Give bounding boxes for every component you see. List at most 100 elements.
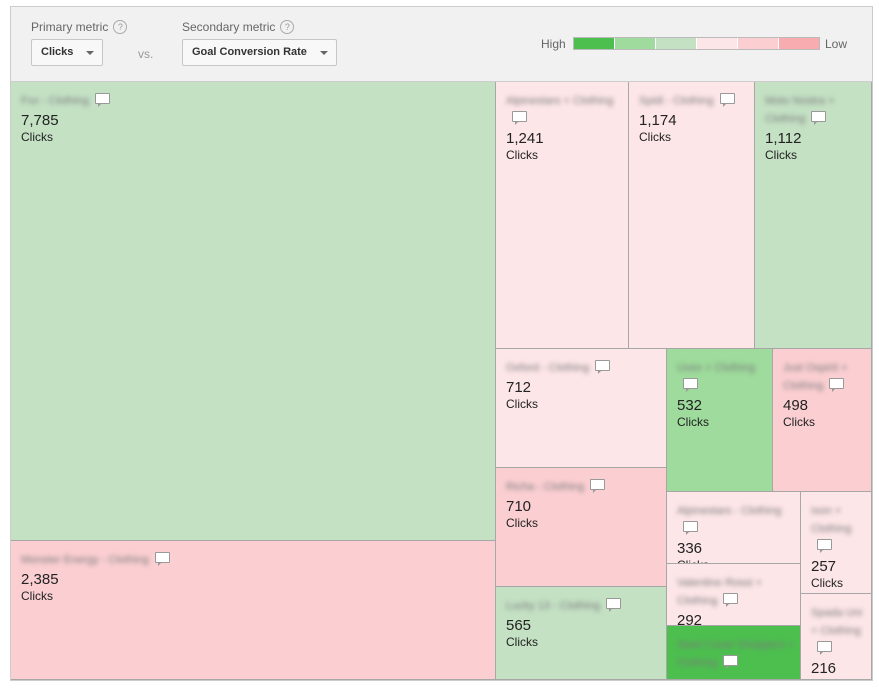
annotation-icon[interactable]	[94, 93, 110, 107]
cell-header: Alpinestars + Clothing	[506, 91, 628, 127]
cell-header: Oxford - Clothing	[506, 358, 666, 376]
treemap-cell[interactable]: Ixon + Clothing 257 Clicks	[801, 492, 872, 594]
treemap-panel: Primary metric? Clicks vs. Secondary met…	[10, 6, 873, 681]
secondary-metric-dropdown[interactable]: Goal Conversion Rate	[182, 39, 337, 66]
legend-swatch	[574, 38, 614, 49]
cell-header: Fxx - Clothing	[21, 91, 495, 109]
legend-swatch	[778, 38, 819, 49]
cell-header: Uvex + Clothing	[677, 358, 772, 394]
cell-unit: Clicks	[811, 678, 871, 679]
cell-label: Moto Nostra + Clothing	[765, 95, 835, 125]
cell-header: Spada Uni + Clothing	[811, 603, 871, 657]
cell-unit: Clicks	[506, 635, 538, 649]
cell-value: 498	[783, 397, 809, 414]
cell-label: Valentino Rossi + Clothing	[677, 577, 763, 607]
cell-unit: Clicks	[677, 558, 800, 563]
cell-unit: Clicks	[765, 148, 797, 162]
treemap-cell[interactable]: Valentino Rossi + Clothing292Clicks	[667, 564, 801, 626]
treemap-cell[interactable]: Alpinestars + Clothing 1,241 Clicks	[496, 82, 629, 349]
cell-unit: Clicks	[677, 415, 709, 429]
cell-unit: Clicks	[639, 130, 671, 144]
cell-header: Richa - Clothing	[506, 477, 666, 495]
annotation-icon[interactable]	[817, 641, 832, 655]
annotation-icon[interactable]	[595, 360, 611, 374]
cell-unit: Clicks	[506, 397, 538, 411]
treemap-cell[interactable]: Just Ospirit + Clothing 498 Clicks	[773, 349, 872, 492]
cell-value: 336	[677, 540, 703, 557]
annotation-icon[interactable]	[606, 598, 622, 612]
primary-metric-dropdown[interactable]: Clicks	[31, 39, 103, 66]
annotation-icon[interactable]	[723, 655, 739, 669]
cell-unit: Clicks	[811, 576, 843, 590]
cell-value: 710	[506, 498, 532, 515]
treemap-cell[interactable]: Richa - Clothing 710 Clicks	[496, 468, 667, 587]
cell-value: 292	[677, 612, 703, 626]
vs-label: vs.	[138, 47, 154, 61]
treemap-cell[interactable]: Fxx - Clothing 7,785 Clicks	[11, 82, 496, 541]
cell-header: Steel Cover Shoppers + Clothing	[677, 635, 800, 671]
legend-high-label: High	[541, 37, 566, 51]
annotation-icon[interactable]	[829, 378, 845, 392]
treemap-cell[interactable]: Spada Uni + Clothing 216Clicks	[801, 594, 872, 680]
cell-label: Uvex + Clothing	[677, 362, 755, 374]
cell-unit: Clicks	[21, 130, 53, 144]
cell-label: Spada Uni + Clothing	[811, 607, 863, 637]
annotation-icon[interactable]	[817, 539, 832, 553]
primary-metric-label: Primary metric?	[31, 20, 128, 34]
cell-label: Just Ospirit + Clothing	[783, 362, 848, 392]
cell-label: Lucky 13 - Clothing	[506, 600, 601, 612]
treemap-cell[interactable]: Monster Energy - Clothing 2,385 Clicks	[11, 541, 496, 680]
cell-header: Spidi - Clothing	[639, 91, 754, 109]
annotation-icon[interactable]	[683, 378, 698, 392]
cell-unit: Clicks	[21, 589, 53, 603]
treemap-cell[interactable]: Moto Nostra + Clothing 1,112 Clicks	[755, 82, 872, 349]
treemap-cell[interactable]: Oxford - Clothing 712 Clicks	[496, 349, 667, 468]
cell-unit: Clicks	[506, 516, 538, 530]
cell-header: Monster Energy - Clothing	[21, 550, 495, 568]
cell-value: 532	[677, 397, 703, 414]
cell-label: Ixon + Clothing	[811, 505, 852, 535]
cell-header: Ixon + Clothing	[811, 501, 871, 555]
annotation-icon[interactable]	[154, 552, 170, 566]
cell-label: Spidi - Clothing	[639, 95, 714, 107]
cell-value: 216	[811, 660, 837, 677]
secondary-metric-label: Secondary metric?	[182, 20, 295, 34]
treemap-cell[interactable]: Uvex + Clothing 532 Clicks	[667, 349, 773, 492]
cell-label: Monster Energy - Clothing	[21, 554, 149, 566]
cell-value: 1,241	[506, 130, 544, 147]
annotation-icon[interactable]	[590, 479, 606, 493]
help-icon[interactable]: ?	[113, 20, 128, 34]
cell-header: Alpinestars - Clothing	[677, 501, 800, 537]
metric-toolbar: Primary metric? Clicks vs. Secondary met…	[11, 7, 872, 82]
treemap-cell[interactable]: Spidi - Clothing 1,174 Clicks	[629, 82, 755, 349]
cell-label: Fxx - Clothing	[21, 95, 89, 107]
legend-low-label: Low	[825, 37, 848, 51]
chevron-down-icon	[86, 51, 94, 55]
cell-label: Alpinestars + Clothing	[506, 95, 614, 107]
legend-swatch	[696, 38, 737, 49]
color-legend	[573, 37, 820, 50]
cell-value: 565	[506, 617, 532, 634]
annotation-icon[interactable]	[683, 521, 698, 535]
annotation-icon[interactable]	[719, 93, 735, 107]
cell-label: Steel Cover Shoppers + Clothing	[677, 639, 795, 669]
cell-header: Moto Nostra + Clothing	[765, 91, 871, 127]
legend-swatch	[737, 38, 778, 49]
cell-label: Richa - Clothing	[506, 481, 585, 493]
treemap-cell[interactable]: Lucky 13 - Clothing 565 Clicks	[496, 587, 667, 680]
cell-header: Just Ospirit + Clothing	[783, 358, 871, 394]
annotation-icon[interactable]	[512, 111, 527, 125]
cell-value: 257	[811, 558, 837, 575]
cell-unit: Clicks	[506, 148, 538, 162]
treemap-cell[interactable]: Alpinestars - Clothing 336Clicks	[667, 492, 801, 564]
cell-value: 1,174	[639, 112, 677, 129]
cell-label: Alpinestars - Clothing	[677, 505, 782, 517]
cell-value: 712	[506, 379, 532, 396]
chevron-down-icon	[320, 51, 328, 55]
treemap-cell[interactable]: Steel Cover Shoppers + Clothing	[667, 626, 801, 680]
cell-header: Lucky 13 - Clothing	[506, 596, 666, 614]
annotation-icon[interactable]	[723, 593, 739, 607]
annotation-icon[interactable]	[811, 111, 827, 125]
help-icon[interactable]: ?	[280, 20, 295, 34]
cell-value: 1,112	[765, 130, 802, 147]
